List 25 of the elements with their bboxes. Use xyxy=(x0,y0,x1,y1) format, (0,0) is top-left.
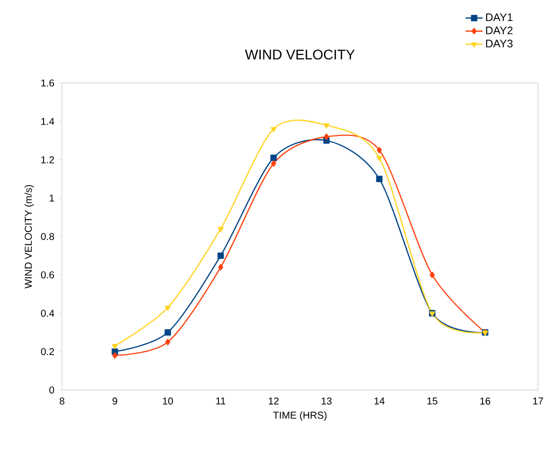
y-tick-label: 1.2 xyxy=(41,156,54,164)
x-tick-label: 8 xyxy=(60,398,64,405)
y-tick-label: 1.6 xyxy=(41,79,54,87)
y-tick-label: 0.6 xyxy=(41,271,54,278)
y-tick-label: 0.2 xyxy=(41,348,54,356)
x-tick-label: 16 xyxy=(480,398,490,405)
y-tick-label: 1 xyxy=(50,194,54,202)
y-tick-label: 0 xyxy=(49,386,54,394)
x-axis-title: TIME (HRS) xyxy=(273,411,326,421)
legend-label: DAY3 xyxy=(486,40,513,48)
chart-title: WIND VELOCITY xyxy=(245,50,355,60)
legend-label: DAY1 xyxy=(486,14,513,22)
legend-label: DAY2 xyxy=(486,26,512,34)
x-tick-label: 10 xyxy=(163,398,173,405)
x-tick-label: 17 xyxy=(533,398,544,404)
y-axis-title: WIND VELOCITY (m/s) xyxy=(24,185,34,288)
x-tick-label: 13 xyxy=(322,398,332,405)
y-tick-label: 0.4 xyxy=(41,310,54,317)
x-tick-label: 12 xyxy=(268,398,279,404)
x-tick-label: 11 xyxy=(216,398,226,404)
y-tick-label: 0.8 xyxy=(41,232,54,240)
x-tick-label: 9 xyxy=(112,398,118,405)
x-tick-label: 14 xyxy=(374,398,385,404)
x-tick-label: 15 xyxy=(427,398,438,404)
y-tick-label: 1.4 xyxy=(41,118,54,125)
